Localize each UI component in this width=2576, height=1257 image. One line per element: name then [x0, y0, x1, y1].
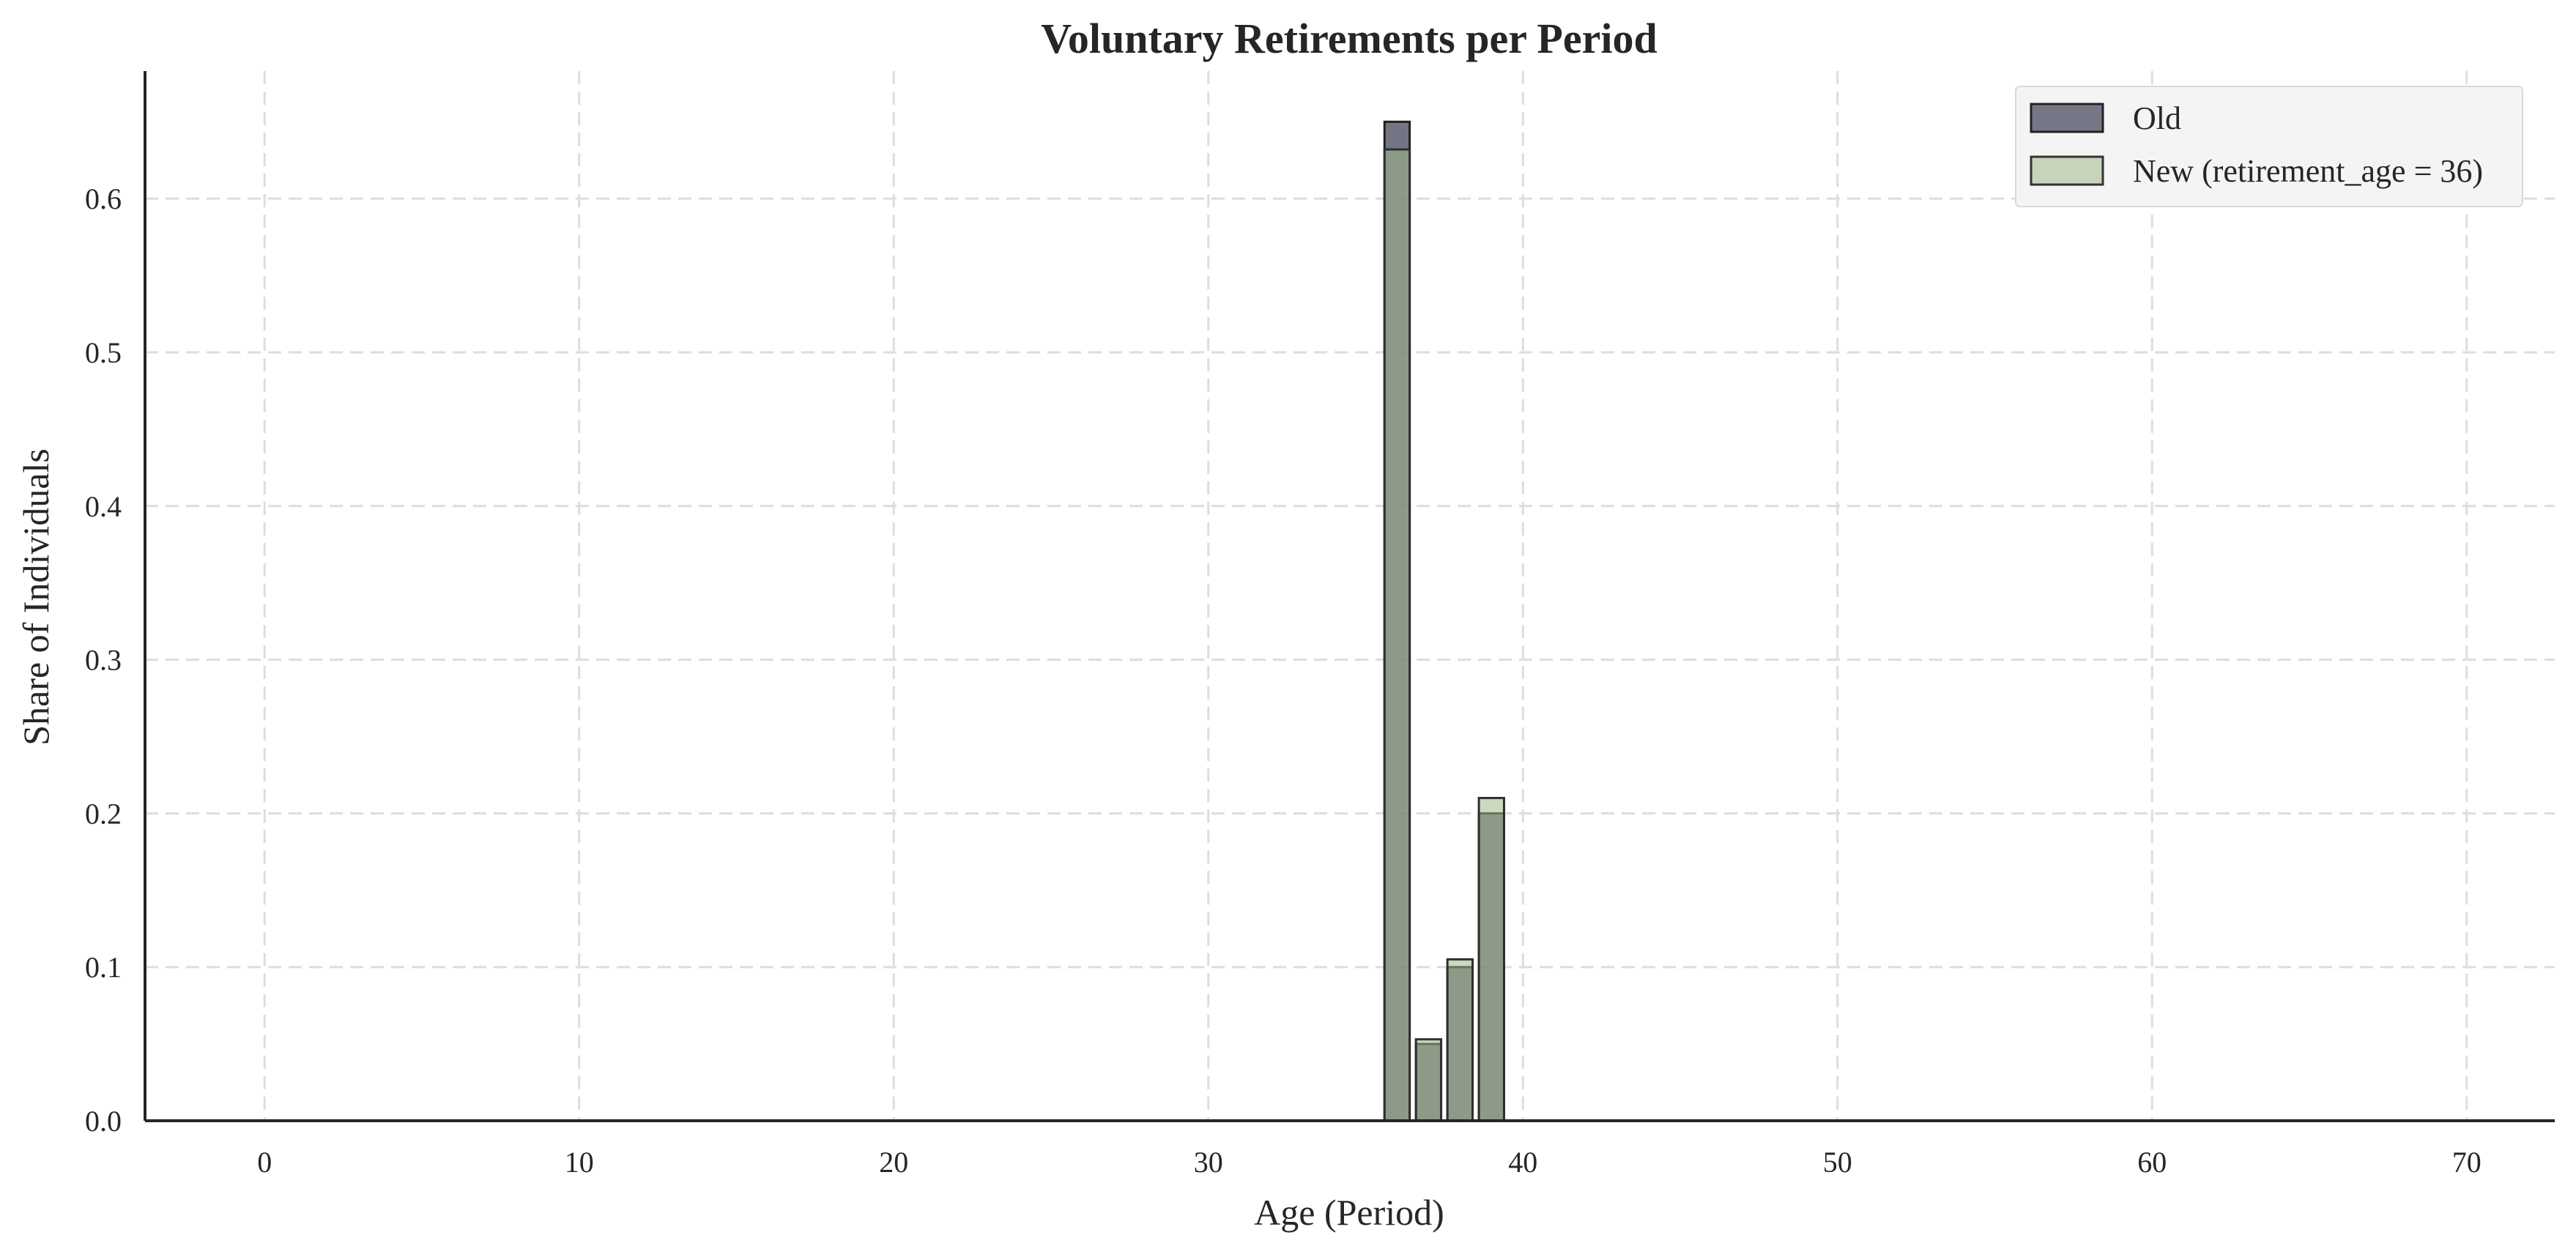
x-tick-label: 40 [1508, 1146, 1537, 1179]
x-tick-label: 0 [257, 1146, 272, 1179]
chart-title: Voluntary Retirements per Period [1041, 15, 1657, 62]
y-tick-label: 0.1 [85, 951, 122, 984]
y-tick-label: 0.2 [85, 797, 122, 830]
axes [144, 71, 2555, 1122]
bar-new-37 [1414, 1038, 1443, 1122]
legend-swatch-old [2030, 103, 2104, 133]
y-tick-label: 0.3 [85, 644, 122, 677]
x-tick-label: 50 [1823, 1146, 1852, 1179]
x-axis-label: Age (Period) [1254, 1192, 1444, 1233]
y-tick-label: 0.4 [85, 490, 122, 523]
tick-labels: 0 10 20 30 40 50 60 70 0.0 0.1 0.2 0.3 0.4 0.5 0.6 [85, 182, 2482, 1179]
bar-new-38 [1446, 958, 1474, 1122]
x-tick-label: 70 [2452, 1146, 2482, 1179]
bar-new-36 [1383, 148, 1411, 1122]
legend-frame [2015, 86, 2523, 207]
grid-lines [145, 71, 2555, 1122]
bars [1383, 120, 1505, 1122]
bar-new-39 [1477, 796, 1505, 1122]
y-tick-label: 0.6 [85, 182, 122, 215]
x-tick-label: 20 [879, 1146, 908, 1179]
x-tick-label: 60 [2137, 1146, 2167, 1179]
x-tick-label: 30 [1194, 1146, 1223, 1179]
y-axis-label: Share of Individuals [15, 448, 56, 745]
legend-label-new: New (retirement_age = 36) [2133, 153, 2483, 189]
legend: Old New (retirement_age = 36) [2015, 86, 2523, 207]
y-tick-label: 0.5 [85, 336, 122, 369]
x-tick-label: 10 [565, 1146, 594, 1179]
y-tick-label: 0.0 [85, 1105, 122, 1138]
legend-swatch-new [2030, 155, 2104, 186]
legend-label-old: Old [2133, 100, 2181, 136]
